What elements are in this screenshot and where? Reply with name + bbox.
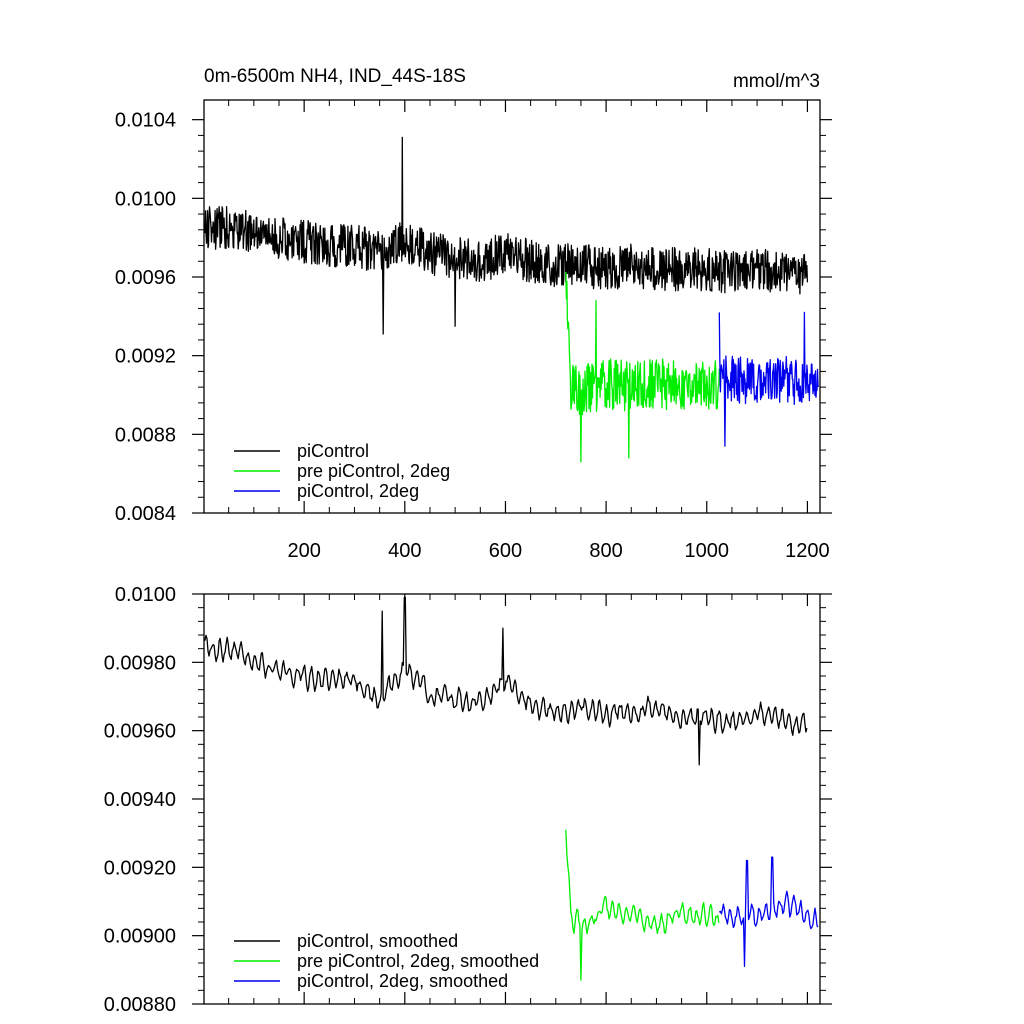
y-tick-label: 0.0092: [115, 346, 176, 368]
bottom-panel: 0.00880 0.00900 0.00920 0.00940 0.00960 0.009…: [104, 584, 832, 1016]
y-tick-label: 0.00980: [104, 652, 176, 674]
series-layer: [203, 596, 819, 981]
x-tick-label: 800: [589, 540, 622, 562]
units-label: mmol/m^3: [733, 71, 820, 92]
legend: piControl pre piControl, 2deg piControl,…: [234, 441, 450, 501]
series-line: [565, 271, 720, 463]
x-tick-label: 200: [287, 540, 320, 562]
series-line: [203, 596, 808, 766]
legend-label-pre-piControl-2deg-smoothed: pre piControl, 2deg, smoothed: [297, 951, 539, 971]
y-tick-label: 0.0100: [115, 584, 176, 606]
y-tick-label: 0.00920: [104, 857, 176, 879]
legend-label-pre-piControl-2deg: pre piControl, 2deg: [297, 461, 450, 481]
x-tick-labels: 200 400 600 800 1000 1200: [287, 540, 829, 562]
x-tick-label: 1000: [685, 540, 730, 562]
y-tick-label: 0.0088: [115, 424, 176, 446]
series-layer: [203, 136, 820, 463]
legend-label-piControl-smoothed: piControl, smoothed: [297, 931, 458, 951]
tick-layer: [192, 593, 832, 1005]
series-line: [718, 311, 820, 447]
legend-label-piControl: piControl: [297, 441, 369, 461]
y-tick-labels: 0.0084 0.0088 0.0092 0.0096 0.0100 0.0104: [115, 110, 176, 525]
panel-title: 0m-6500m NH4, IND_44S-18S: [204, 66, 466, 87]
plot-frame: [203, 593, 821, 1005]
y-tick-label: 0.0096: [115, 267, 176, 289]
x-tick-label: 400: [388, 540, 421, 562]
y-tick-label: 0.0084: [115, 503, 176, 525]
y-tick-label: 0.00940: [104, 789, 176, 811]
y-tick-label: 0.00880: [104, 994, 176, 1016]
series-line: [565, 829, 720, 981]
y-tick-label: 0.00960: [104, 721, 176, 743]
tick-layer: [192, 100, 832, 514]
y-tick-label: 0.00900: [104, 926, 176, 948]
legend: piControl, smoothed pre piControl, 2deg,…: [234, 931, 539, 991]
legend-label-piControl-2deg-smoothed: piControl, 2deg, smoothed: [297, 971, 508, 991]
x-tick-label: 1200: [785, 540, 830, 562]
y-tick-label: 0.0100: [115, 188, 176, 210]
y-tick-label: 0.0104: [115, 110, 176, 132]
legend-label-piControl-2deg: piControl, 2deg: [297, 481, 419, 501]
plot-frame: [203, 99, 821, 514]
top-panel: 0m-6500m NH4, IND_44S-18S mmol/m^3 0.008…: [115, 66, 832, 562]
series-line: [203, 136, 809, 335]
series-line: [718, 856, 819, 968]
y-tick-labels: 0.00880 0.00900 0.00920 0.00940 0.00960 0.009…: [104, 584, 176, 1016]
x-tick-label: 600: [489, 540, 522, 562]
